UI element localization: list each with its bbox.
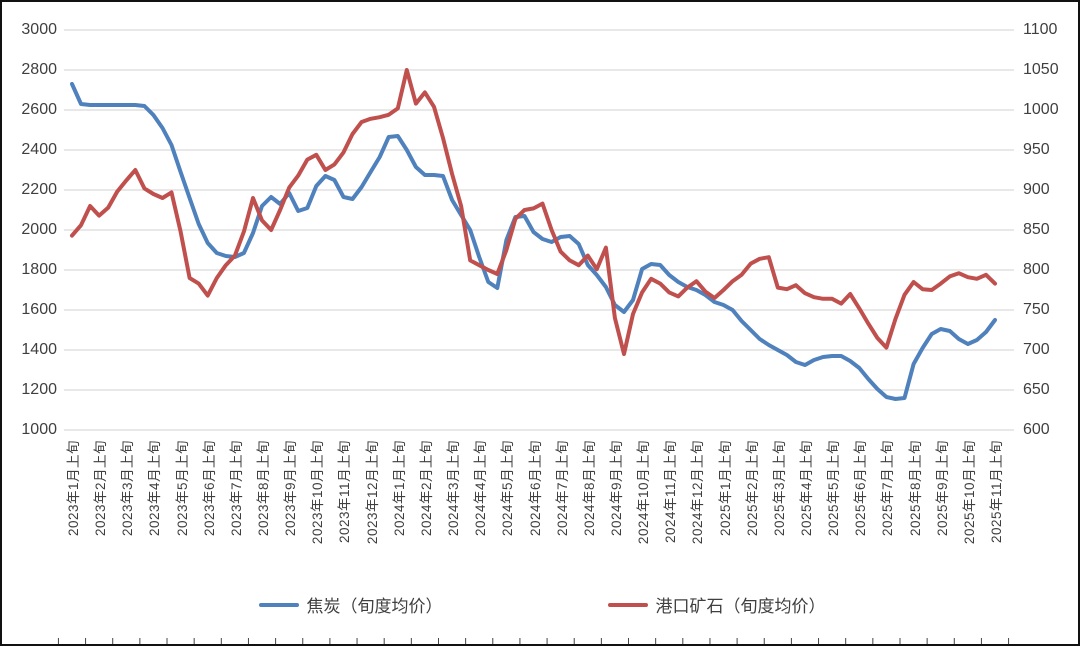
x-axis-label: 2025年10月上旬 [961, 440, 977, 545]
x-axis-label: 2023年6月上旬 [201, 440, 217, 537]
right-axis-tick-label: 950 [1023, 141, 1050, 158]
right-axis-tick-label: 850 [1023, 221, 1050, 238]
left-axis-tick-label: 1200 [21, 381, 57, 398]
x-axis-label: 2023年11月上旬 [337, 440, 353, 544]
left-axis-tick-label: 1800 [21, 261, 57, 278]
x-axis-label: 2024年1月上旬 [391, 440, 407, 537]
left-axis-tick-label: 1000 [21, 421, 57, 438]
x-axis-label: 2025年3月上旬 [771, 440, 787, 537]
legend-label-ore: 港口矿石（旬度均价） [655, 597, 826, 616]
x-axis-label: 2025年11月上旬 [989, 440, 1004, 544]
ore-price-line [70, 68, 997, 356]
x-axis-label: 2024年5月上旬 [500, 440, 516, 537]
coke-price-line [70, 82, 997, 401]
right-axis-tick-label: 800 [1023, 261, 1050, 278]
x-axis-label: 2023年10月上旬 [310, 440, 326, 545]
left-axis-tick-label: 2200 [21, 181, 57, 198]
x-axis-label: 2025年8月上旬 [907, 440, 923, 537]
x-axis-label: 2025年2月上旬 [744, 440, 760, 537]
x-axis-label: 2025年7月上旬 [880, 440, 896, 537]
left-axis-tick-label: 2000 [21, 221, 57, 238]
right-axis-tick-label: 900 [1023, 181, 1050, 198]
x-axis-label: 2024年4月上旬 [473, 440, 489, 537]
x-axis-label: 2024年12月上旬 [690, 440, 706, 545]
x-axis-label: 2024年7月上旬 [554, 440, 570, 537]
right-axis-tick-label: 1050 [1023, 61, 1059, 78]
left-axis-tick-label: 1400 [21, 341, 57, 358]
legend-label-coke: 焦炭（旬度均价） [306, 597, 443, 616]
x-axis-label: 2023年8月上旬 [256, 440, 272, 537]
x-axis-label: 2025年9月上旬 [934, 440, 950, 537]
x-axis-label: 2025年1月上旬 [717, 440, 733, 537]
x-axis-label: 2024年2月上旬 [418, 440, 434, 537]
x-axis-label: 2025年4月上旬 [798, 440, 814, 537]
x-axis-label: 2024年10月上旬 [636, 440, 652, 545]
x-axis-label: 2024年9月上旬 [608, 440, 624, 537]
x-axis-label: 2023年5月上旬 [174, 440, 190, 537]
axis-edge-ticks [57, 638, 1010, 644]
x-axis-label: 2023年4月上旬 [147, 440, 163, 537]
left-axis-tick-label: 2600 [21, 101, 57, 118]
left-axis-tick-label: 1600 [21, 301, 57, 318]
legend-item-coke: 焦炭（旬度均价） [258, 592, 443, 617]
left-axis-tick-label: 2400 [21, 141, 57, 158]
legend-item-ore: 港口矿石（旬度均价） [607, 592, 826, 617]
right-axis-tick-label: 750 [1023, 301, 1050, 318]
ore-line-swatch-icon [607, 602, 648, 607]
x-axis-label: 2023年3月上旬 [120, 440, 136, 537]
x-axis-label: 2024年11月上旬 [663, 440, 679, 544]
x-axis-label: 2024年3月上旬 [446, 440, 462, 537]
x-axis-label: 2024年6月上旬 [527, 440, 543, 537]
coke-line-swatch-icon [258, 602, 299, 607]
right-axis-tick-label: 1000 [1023, 101, 1059, 118]
right-axis-tick-label: 700 [1023, 341, 1050, 358]
left-axis-tick-label: 3000 [21, 21, 57, 38]
x-axis-label: 2023年12月上旬 [364, 440, 380, 545]
left-axis-tick-label: 2800 [21, 61, 57, 78]
right-axis-tick-label: 650 [1023, 381, 1050, 398]
legend: 焦炭（旬度均价） 港口矿石（旬度均价） [2, 592, 1078, 617]
right-axis-tick-label: 600 [1023, 421, 1050, 438]
x-axis-label: 2024年8月上旬 [581, 440, 597, 537]
x-axis-label: 2023年7月上旬 [228, 440, 244, 537]
x-axis-label: 2023年9月上旬 [283, 440, 299, 537]
x-axis-label: 2023年2月上旬 [93, 440, 109, 537]
x-axis-label: 2025年6月上旬 [853, 440, 869, 537]
x-axis-label: 2023年1月上旬 [66, 440, 81, 537]
gridlines [64, 29, 1014, 431]
x-axis-label: 2025年5月上旬 [826, 440, 842, 537]
right-axis-tick-label: 1100 [1023, 21, 1058, 38]
